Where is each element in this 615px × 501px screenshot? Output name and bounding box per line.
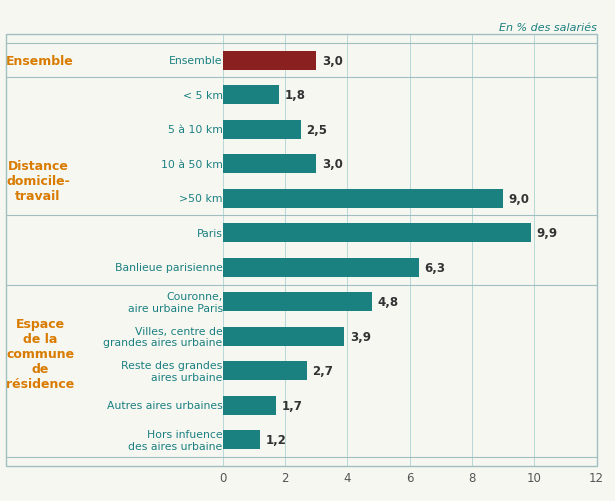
Bar [223, 189, 503, 208]
Text: Villes, centre de
grandes aires urbaine: Villes, centre de grandes aires urbaine [103, 326, 223, 348]
Text: 9,0: 9,0 [509, 192, 530, 205]
Text: Ensemble: Ensemble [169, 56, 223, 66]
Text: 1,2: 1,2 [266, 433, 287, 446]
Text: Espace
de la
commune
de
résidence: Espace de la commune de résidence [6, 318, 74, 390]
Text: 4,8: 4,8 [378, 296, 399, 309]
Text: 9,9: 9,9 [537, 227, 558, 240]
Bar [223, 430, 260, 449]
Text: 3,9: 3,9 [350, 330, 371, 343]
Text: >50 km: >50 km [179, 194, 223, 204]
Bar [223, 396, 276, 415]
Bar [223, 293, 372, 312]
Text: Couronne,
aire urbaine Paris: Couronne, aire urbaine Paris [127, 292, 223, 313]
Text: 3,0: 3,0 [322, 55, 343, 68]
Text: Reste des grandes
aires urbaine: Reste des grandes aires urbaine [121, 360, 223, 382]
Text: 6,3: 6,3 [424, 261, 445, 274]
Bar [223, 120, 301, 139]
Text: 2,5: 2,5 [306, 123, 327, 136]
Text: 10 à 50 km: 10 à 50 km [161, 159, 223, 169]
Bar [223, 52, 316, 71]
Bar [223, 327, 344, 346]
Text: Paris: Paris [197, 228, 223, 238]
Bar [223, 224, 531, 243]
Bar [223, 258, 419, 277]
Text: Hors infuence
des aires urbaine: Hors infuence des aires urbaine [129, 429, 223, 451]
Text: 5 à 10 km: 5 à 10 km [168, 125, 223, 135]
Text: < 5 km: < 5 km [183, 90, 223, 100]
Text: 3,0: 3,0 [322, 158, 343, 171]
Bar [223, 86, 279, 105]
Text: Banlieue parisienne: Banlieue parisienne [115, 263, 223, 273]
Text: 2,7: 2,7 [312, 365, 333, 378]
Text: Autres aires urbaines: Autres aires urbaines [107, 401, 223, 411]
Bar [223, 155, 316, 174]
Text: Ensemble: Ensemble [6, 55, 74, 68]
Bar [223, 362, 307, 381]
Text: 1,7: 1,7 [281, 399, 302, 412]
Text: En % des salariés: En % des salariés [499, 23, 597, 33]
Text: 1,8: 1,8 [284, 89, 305, 102]
Text: Distance
domicile-
travail: Distance domicile- travail [6, 160, 70, 203]
